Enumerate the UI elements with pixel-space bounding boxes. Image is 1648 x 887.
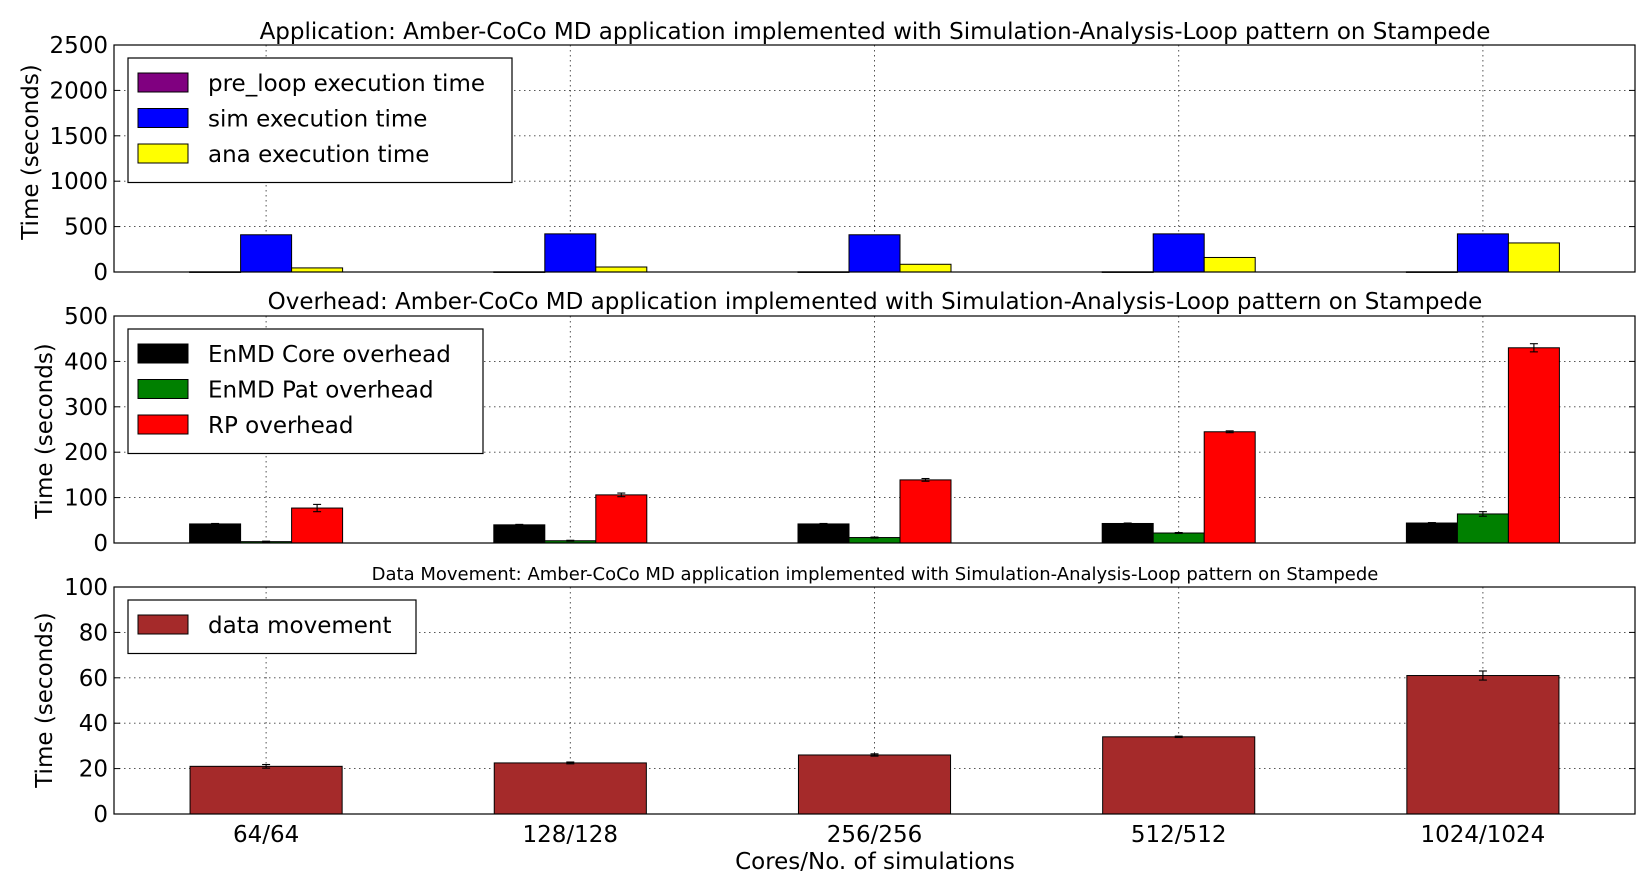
legend-swatch bbox=[137, 343, 189, 364]
plot-frame bbox=[113, 586, 1636, 815]
bar bbox=[1203, 256, 1256, 273]
panel-title: Application: Amber-CoCo MD application i… bbox=[260, 19, 1491, 45]
legend-swatch bbox=[137, 72, 189, 93]
legend-label: sim execution time bbox=[208, 107, 427, 133]
bar bbox=[291, 267, 344, 273]
bar bbox=[595, 494, 648, 544]
y-axis-label: Time (seconds) bbox=[32, 343, 58, 520]
grid bbox=[114, 45, 1635, 272]
y-tick-label: 0 bbox=[93, 260, 108, 286]
bar bbox=[291, 507, 344, 544]
y-tick-label: 300 bbox=[64, 395, 108, 421]
grid bbox=[114, 316, 1635, 543]
legend: EnMD Core overhead EnMD Pat overhead RP ov… bbox=[127, 328, 484, 455]
bar bbox=[1101, 522, 1154, 544]
legend-label: ana execution time bbox=[208, 142, 429, 168]
legend-label: pre_loop execution time bbox=[208, 71, 485, 97]
x-tick-label: 128/128 bbox=[523, 822, 619, 848]
bar bbox=[240, 234, 293, 273]
plot-frame bbox=[113, 44, 1636, 273]
bar bbox=[797, 523, 850, 544]
y-ticks: 0 500 1000 1500 2000 2500 bbox=[49, 33, 1635, 286]
x-tick-label: 1024/1024 bbox=[1420, 822, 1545, 848]
legend: pre_loop execution time sim execution tim… bbox=[127, 57, 513, 184]
legend: data movement bbox=[127, 599, 417, 655]
y-tick-label: 2000 bbox=[49, 78, 108, 104]
bar bbox=[899, 263, 952, 273]
bar bbox=[848, 234, 901, 273]
legend-label: EnMD Pat overhead bbox=[208, 378, 434, 404]
bar bbox=[595, 266, 648, 273]
y-axis-label: Time (seconds) bbox=[18, 64, 44, 241]
bars bbox=[189, 343, 1560, 544]
y-tick-label: 60 bbox=[79, 666, 108, 692]
y-tick-label: 500 bbox=[64, 215, 108, 241]
y-tick-label: 20 bbox=[79, 757, 108, 783]
bar bbox=[1456, 513, 1509, 544]
y-tick-label: 0 bbox=[93, 802, 108, 828]
bar bbox=[493, 762, 647, 815]
legend-box bbox=[127, 57, 513, 184]
x-axis-label: Cores/No. of simulations bbox=[735, 849, 1015, 875]
bar bbox=[1507, 242, 1560, 273]
bars bbox=[189, 233, 1560, 273]
x-ticks: 64/64 128/128 256/256 512/512 1024/1024 bbox=[233, 822, 1545, 848]
legend-swatch bbox=[137, 379, 189, 399]
panel-title: Data Movement: Amber-CoCo MD application… bbox=[372, 564, 1379, 585]
y-ticks: 0 100 200 300 400 500 bbox=[64, 304, 1635, 557]
y-tick-label: 1500 bbox=[49, 124, 108, 150]
y-tick-label: 40 bbox=[79, 711, 108, 737]
x-tick-label: 512/512 bbox=[1131, 822, 1227, 848]
bar bbox=[1152, 532, 1205, 544]
y-ticks: 0 20 40 60 80 100 bbox=[64, 575, 1635, 828]
y-tick-label: 200 bbox=[64, 440, 108, 466]
legend-swatch bbox=[137, 108, 189, 128]
bar bbox=[1405, 522, 1458, 544]
y-tick-label: 500 bbox=[64, 304, 108, 330]
legend-swatch bbox=[137, 614, 189, 635]
legend-label: EnMD Core overhead bbox=[208, 342, 451, 368]
x-tick-label: 256/256 bbox=[827, 822, 923, 848]
y-tick-label: 100 bbox=[64, 575, 108, 601]
bar bbox=[544, 233, 597, 273]
y-axis-label: Time (seconds) bbox=[32, 612, 58, 789]
bar bbox=[1507, 347, 1560, 544]
bar bbox=[899, 479, 952, 544]
y-tick-label: 80 bbox=[79, 620, 108, 646]
bar bbox=[1406, 675, 1560, 815]
bar bbox=[797, 754, 952, 815]
y-tick-label: 1000 bbox=[49, 169, 108, 195]
panel-title: Overhead: Amber-CoCo MD application impl… bbox=[268, 289, 1483, 315]
bar bbox=[1456, 233, 1509, 273]
bar bbox=[1102, 736, 1256, 815]
bar bbox=[189, 765, 343, 815]
x-tick-label: 64/64 bbox=[233, 822, 299, 848]
bar bbox=[189, 523, 242, 544]
panel-application: Application: Amber-CoCo MD application i… bbox=[18, 19, 1636, 286]
panel-data-movement: Data Movement: Amber-CoCo MD application… bbox=[32, 564, 1636, 848]
legend-swatch bbox=[137, 414, 189, 435]
legend-label: data movement bbox=[208, 613, 392, 639]
y-tick-label: 400 bbox=[64, 349, 108, 375]
plot-frame bbox=[113, 315, 1636, 544]
bar bbox=[1203, 431, 1256, 544]
bar bbox=[493, 524, 546, 544]
legend-swatch bbox=[137, 143, 189, 164]
panel-overhead: Overhead: Amber-CoCo MD application impl… bbox=[32, 289, 1636, 557]
y-tick-label: 2500 bbox=[49, 33, 108, 59]
y-tick-label: 0 bbox=[93, 531, 108, 557]
y-tick-label: 100 bbox=[64, 486, 108, 512]
legend-label: RP overhead bbox=[208, 413, 353, 439]
bar bbox=[1152, 233, 1205, 273]
